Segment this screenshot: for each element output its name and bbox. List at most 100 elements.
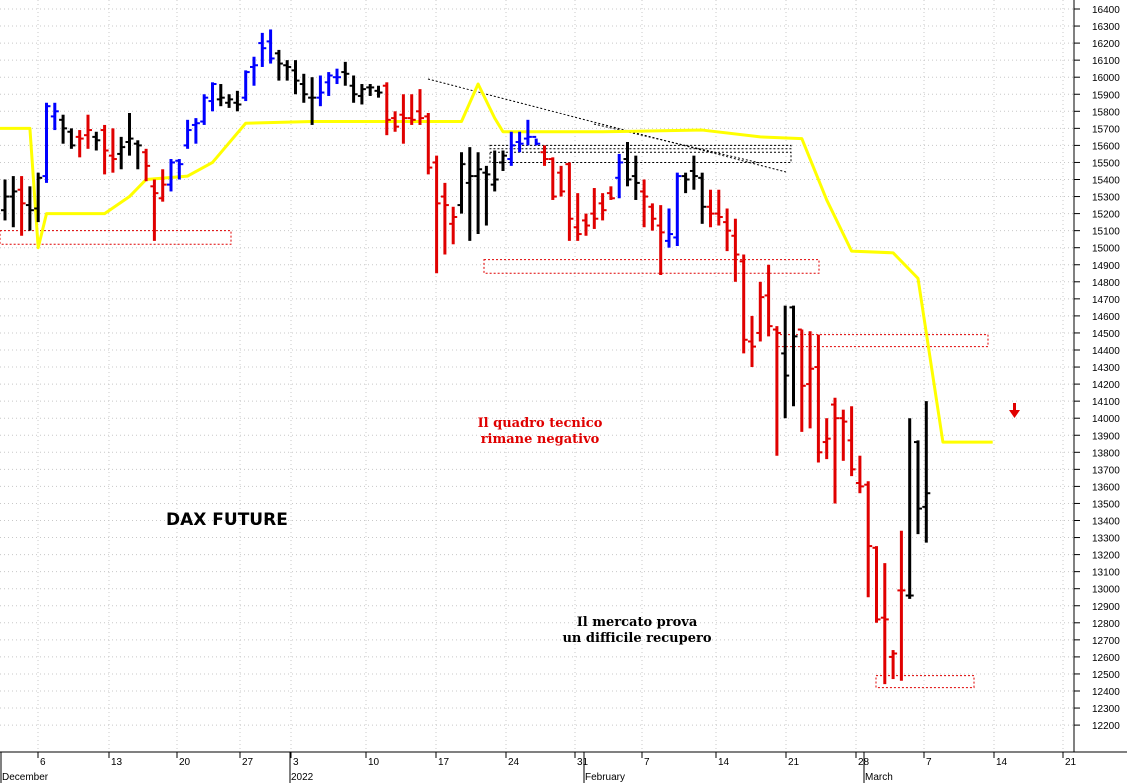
ohlc-bar [640, 179, 649, 228]
ohlc-bar [922, 401, 931, 543]
annotation-quadro-line-2: rimane negativo [481, 432, 600, 447]
x-tick-label: 13 [111, 757, 123, 768]
ohlc-bar [333, 68, 341, 85]
ohlc-bar [689, 155, 698, 190]
x-tick-label: 21 [1065, 757, 1077, 768]
y-tick-label: 12900 [1092, 602, 1120, 613]
ohlc-bar [731, 218, 740, 282]
ohlc-bar [200, 94, 209, 125]
ohlc-bar [831, 397, 839, 504]
ohlc-bar [914, 440, 922, 535]
ohlc-bar [133, 140, 142, 170]
ohlc-bar [465, 147, 474, 241]
ohlc-bar [548, 157, 557, 200]
y-tick-label: 15600 [1092, 141, 1120, 152]
ohlc-bar [316, 75, 325, 107]
ohlc-bar [191, 118, 200, 144]
ohlc-bar [656, 205, 665, 275]
y-tick-label: 15500 [1092, 158, 1120, 169]
y-tick-label: 16100 [1092, 56, 1120, 67]
y-tick-label: 16200 [1092, 39, 1120, 50]
ohlc-bar [291, 60, 300, 95]
y-tick-label: 14100 [1092, 397, 1120, 408]
y-tick-label: 12700 [1092, 636, 1120, 647]
ohlc-bar [880, 563, 889, 685]
ohlc-bar [582, 213, 590, 236]
y-tick-label: 12300 [1092, 704, 1120, 715]
ohlc-bar [382, 82, 391, 136]
ohlc-bar [756, 281, 765, 342]
ohlc-bar [706, 189, 715, 228]
ohlc-bar [266, 29, 275, 64]
yellow-trend-line-path [0, 82, 993, 444]
ohlc-bar [416, 89, 424, 125]
y-tick-label: 14400 [1092, 346, 1120, 357]
ohlc-bar [424, 113, 433, 175]
ohlc-bar [125, 113, 134, 156]
ohlc-bar [490, 150, 499, 192]
yellow-trend-line [0, 82, 993, 444]
y-tick-label: 15000 [1092, 244, 1120, 255]
x-tick-label: 14 [718, 757, 730, 768]
ohlc-bar [84, 114, 92, 149]
ohlc-bar [573, 193, 582, 241]
price-zone [0, 230, 232, 245]
ohlc-bar [789, 305, 798, 407]
y-tick-label: 14200 [1092, 380, 1120, 391]
ohlc-bar [25, 186, 34, 231]
ohlc-bar [673, 172, 682, 246]
ohlc-bar [739, 254, 748, 354]
y-tick-label: 14600 [1092, 312, 1120, 323]
ohlc-bar [75, 130, 84, 158]
ohlc-bar [507, 131, 516, 166]
ohlc-bar [17, 176, 26, 236]
ohlc-bar [897, 530, 906, 681]
ohlc-bar [440, 182, 449, 255]
ohlc-bar [349, 75, 358, 103]
ohlc-bars [1, 29, 931, 685]
ohlc-bar [665, 208, 673, 248]
ohlc-bar [1, 179, 9, 221]
ohlc-bar [100, 124, 109, 175]
ohlc-bar [9, 176, 18, 228]
y-tick-label: 12400 [1092, 687, 1120, 698]
ohlc-bar [399, 94, 408, 144]
ohlc-bar [523, 119, 532, 146]
ohlc-bar [631, 155, 640, 200]
y-tick-label: 15200 [1092, 210, 1120, 221]
ohlc-bar [648, 203, 657, 231]
ohlc-bar [59, 114, 68, 144]
ohlc-bar [499, 150, 507, 171]
y-tick-label: 13100 [1092, 568, 1120, 579]
ohlc-bar [67, 128, 76, 149]
ohlc-bar [366, 84, 375, 96]
y-tick-label: 14900 [1092, 261, 1120, 272]
y-tick-label: 12800 [1092, 619, 1120, 630]
y-tick-label: 13200 [1092, 551, 1120, 562]
y-tick-label: 13500 [1092, 499, 1120, 510]
ohlc-bar [216, 84, 225, 107]
x-tick-label: 31 [577, 757, 589, 768]
ohlc-bar [449, 206, 458, 245]
ohlc-bar [225, 94, 234, 108]
ohlc-bar [864, 481, 873, 598]
x-tick-label: 20 [179, 757, 191, 768]
ohlc-bar [42, 102, 51, 183]
ohlc-bar [391, 111, 400, 132]
price-zone [489, 151, 792, 163]
ohlc-bar [590, 188, 599, 229]
ohlc-bar [714, 189, 723, 226]
ohlc-bar [34, 172, 43, 223]
x-month-label: December [2, 772, 49, 783]
ohlc-bar [557, 165, 566, 197]
y-tick-label: 13400 [1092, 517, 1120, 528]
x-month-label: 2022 [291, 772, 314, 783]
x-tick-label: 17 [438, 757, 450, 768]
ohlc-bar [407, 94, 416, 125]
ohlc-bar [474, 152, 483, 235]
ohlc-bar [681, 172, 690, 194]
ohlc-bar [208, 82, 217, 112]
ohlc-bar [772, 326, 781, 456]
y-tick-label: 15300 [1092, 193, 1120, 204]
